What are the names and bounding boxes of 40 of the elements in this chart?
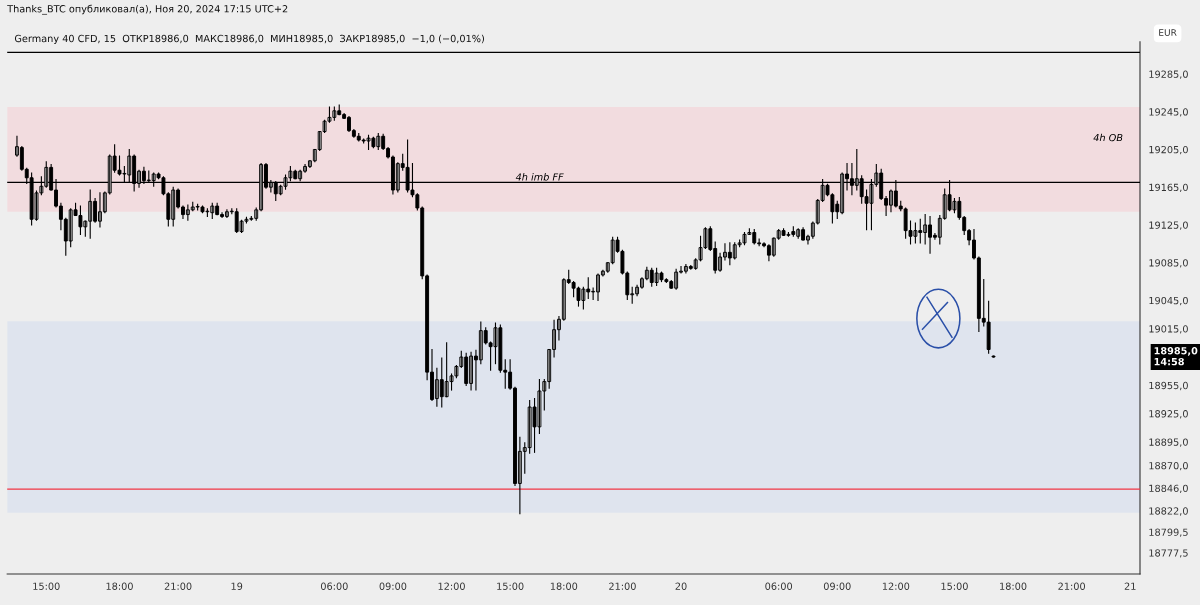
x-tick-label: 15:00 <box>497 582 524 590</box>
y-tick-label: 19245,0 <box>1149 108 1188 117</box>
y-tick-label: 19015,0 <box>1149 325 1188 334</box>
y-tick-label: 18870,0 <box>1149 462 1188 471</box>
x-tick-label: 15:00 <box>33 582 60 590</box>
x-tick-label: 21:00 <box>164 582 192 590</box>
y-tick-label: 18955,0 <box>1149 381 1188 391</box>
x-tick-label: 12:00 <box>438 582 465 590</box>
y-tick-label: 19085,0 <box>1149 259 1188 268</box>
y-tick-label: 18895,0 <box>1149 438 1188 447</box>
y-tick-label: 19045,0 <box>1149 296 1188 306</box>
x-tick-label: 19 <box>231 582 243 590</box>
y-tick-label: 19285,0 <box>1149 70 1188 79</box>
y-tick-label: 18925,0 <box>1149 410 1188 419</box>
x-tick-label: 12:00 <box>882 582 910 590</box>
x-tick-label: 09:00 <box>379 582 407 590</box>
y-tick-label: 19165,0 <box>1149 183 1188 193</box>
x-tick-label: 18:00 <box>550 582 578 590</box>
chart-title: Germany 40 CFD, 15 ОТКР18986,0 МАКС18986,0 МИН18985,0 ЗАКР18985,0 −1,0 (−0,01%) <box>14 34 484 45</box>
ref-line-label: 4h imb FF <box>515 173 564 181</box>
text: Thanks_BTC опубликовал(а), Ноя 20, 2024 17:15 UTC+2 <box>7 4 288 15</box>
y-tick-label: 18777,5 <box>1149 549 1188 558</box>
text: 18985,0 14:58 <box>1154 347 1198 366</box>
x-tick-label: 06:00 <box>765 582 793 590</box>
x-tick-label: 21 <box>1124 582 1136 590</box>
x-tick-label: 21:00 <box>609 582 636 590</box>
x-tick-label: 09:00 <box>823 582 851 590</box>
y-tick-label: 19205,0 <box>1149 145 1188 155</box>
x-tick-label: 15:00 <box>941 582 968 590</box>
band-label: 4h OB <box>1093 133 1123 142</box>
x-tick-label: 06:00 <box>320 582 348 590</box>
x-tick-label: 20 <box>675 582 687 590</box>
x-tick-label: 21:00 <box>1058 582 1085 590</box>
y-tick-label: 18822,0 <box>1149 507 1188 516</box>
x-tick-label: 18:00 <box>1000 582 1027 590</box>
y-tick-label: 19125,0 <box>1149 221 1188 230</box>
y-tick-label: 18846,0 <box>1149 484 1188 493</box>
y-tick-label: 18799,5 <box>1149 528 1188 537</box>
x-tick-label: 18:00 <box>106 582 133 590</box>
text: EUR <box>1159 29 1177 36</box>
